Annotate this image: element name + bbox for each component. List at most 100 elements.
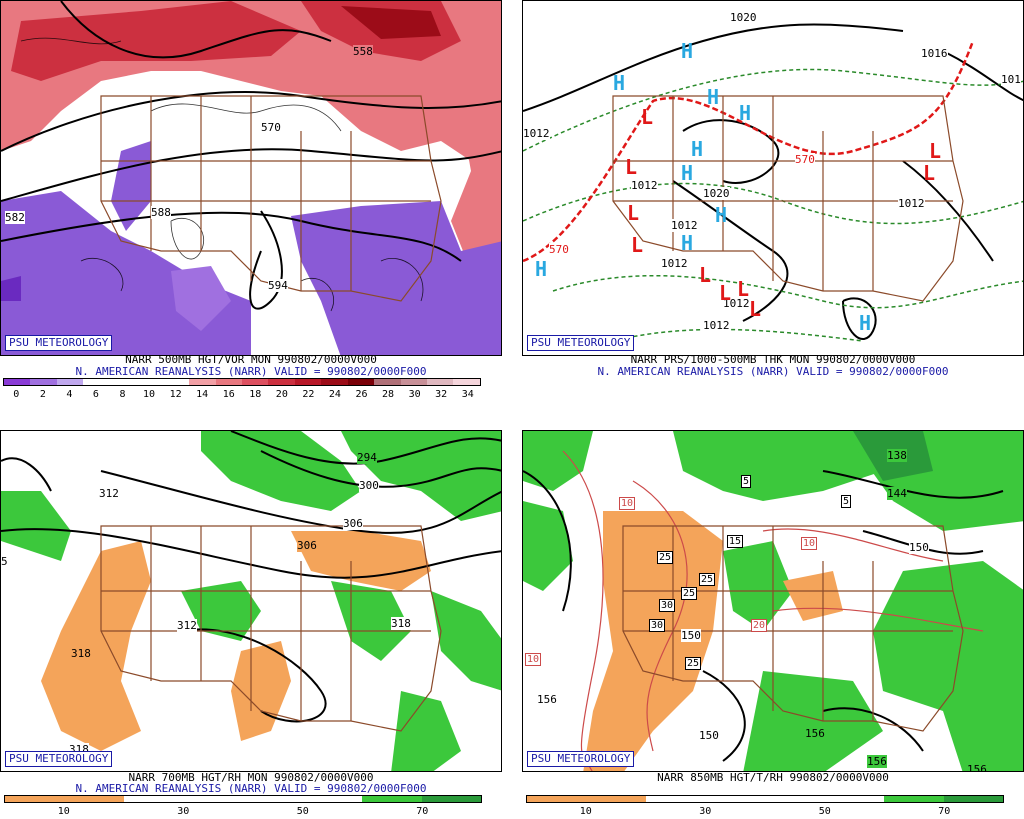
thickness-label: 570 bbox=[549, 243, 569, 256]
contour-label: 318 bbox=[71, 647, 91, 660]
contour-label: 156 bbox=[867, 755, 887, 768]
scale-swatch bbox=[64, 796, 124, 802]
contour-label: 156 bbox=[537, 693, 557, 706]
rh-green bbox=[743, 671, 883, 771]
scale-tick-label: 26 bbox=[355, 389, 368, 400]
rh-green bbox=[873, 561, 1023, 771]
rh-green bbox=[1, 491, 71, 561]
temp-label: 10 bbox=[619, 497, 636, 510]
contour-label: 150 bbox=[909, 541, 929, 554]
scale-swatch bbox=[400, 379, 427, 385]
low-pressure-icon: L bbox=[719, 281, 732, 305]
scale-tick-label: 34 bbox=[461, 389, 474, 400]
color-scale bbox=[3, 378, 481, 386]
high-pressure-icon: H bbox=[859, 311, 872, 335]
state-outlines bbox=[100, 95, 442, 302]
contour-label: 306 bbox=[343, 517, 363, 530]
contour-label: 588 bbox=[151, 206, 171, 219]
scale-swatch bbox=[646, 796, 706, 802]
low-pressure-icon: L bbox=[699, 263, 712, 287]
isobar-label: 101 bbox=[1001, 73, 1021, 86]
570-thickness-line bbox=[523, 40, 975, 263]
isobar-label: 1020 bbox=[703, 187, 730, 200]
caption-valid: N. AMERICAN REANALYSIS (NARR) VALID = 99… bbox=[75, 365, 427, 378]
thickness-label: 570 bbox=[795, 153, 815, 166]
scale-swatch bbox=[183, 796, 243, 802]
scale-swatch bbox=[527, 796, 587, 802]
pressure-map bbox=[523, 23, 1023, 342]
scale-tick-label: 10 bbox=[143, 389, 156, 400]
contour-label: 312 bbox=[177, 619, 197, 632]
scale-swatch bbox=[427, 379, 454, 385]
vort-purple-mex bbox=[171, 266, 231, 331]
brand-badge: PSU METEOROLOGY bbox=[527, 335, 635, 351]
temp-label: 5 bbox=[841, 495, 852, 508]
color-scale bbox=[526, 795, 1004, 803]
map-frame: 294 300 306 312 312 318 318 318 306 5 PS… bbox=[0, 430, 502, 772]
rh-map bbox=[1, 431, 501, 771]
scale-swatch bbox=[162, 379, 190, 385]
scale-tick-label: 30 bbox=[408, 389, 421, 400]
rh-orange bbox=[783, 571, 843, 621]
high-pressure-icon: H bbox=[691, 137, 704, 161]
high-pressure-icon: H bbox=[707, 85, 720, 109]
contour-label: 156 bbox=[805, 727, 825, 740]
low-pressure-icon: L bbox=[627, 201, 640, 225]
temp-label: 25 bbox=[657, 551, 674, 564]
panel-500mb-vorticity: 558 582 570 588 594 PSU METEOROLOGY NARR… bbox=[0, 0, 502, 405]
low-pressure-icon: L bbox=[749, 297, 762, 321]
temp-label: 25 bbox=[685, 657, 702, 670]
scale-swatch bbox=[347, 379, 375, 385]
scale-swatch bbox=[824, 796, 884, 802]
scale-tick-label: 4 bbox=[66, 389, 73, 400]
vort-purple-se bbox=[291, 201, 501, 355]
height-contours bbox=[1, 1, 501, 310]
rh-green bbox=[523, 501, 573, 591]
isobar-label: 1020 bbox=[730, 11, 757, 24]
scale-tick-label: 30 bbox=[699, 806, 712, 817]
caption-title: NARR PRS/1000-500MB THK MON 990802/0000V… bbox=[630, 353, 916, 366]
contour-label: 312 bbox=[99, 487, 119, 500]
scale-tick-label: 10 bbox=[579, 806, 592, 817]
scale-swatch bbox=[453, 379, 480, 385]
scale-tick-label: 2 bbox=[39, 389, 46, 400]
caption-title: NARR 700MB HGT/RH MON 990802/0000V000 bbox=[128, 771, 374, 784]
scale-swatch bbox=[4, 379, 31, 385]
rh-orange bbox=[41, 541, 151, 751]
high-pressure-icon: H bbox=[681, 39, 694, 63]
rh-orange bbox=[291, 531, 431, 591]
low-pressure-icon: L bbox=[923, 161, 936, 185]
temp-label: 5 bbox=[741, 475, 752, 488]
rh-green bbox=[341, 431, 501, 521]
scale-tick-label: 16 bbox=[222, 389, 235, 400]
height-contours bbox=[1, 431, 501, 723]
isobar-label: 1012 bbox=[631, 179, 658, 192]
contour-label: 138 bbox=[887, 449, 907, 462]
low-pressure-icon: L bbox=[625, 155, 638, 179]
scale-swatch bbox=[136, 379, 163, 385]
scale-swatch bbox=[109, 379, 137, 385]
scale-ticks: 0 2 4 6 8 10 12 14 16 18 20 22 24 26 28 30 32 34 bbox=[3, 389, 481, 401]
scale-swatch bbox=[30, 379, 57, 385]
scale-tick-label: 20 bbox=[275, 389, 288, 400]
scale-swatch bbox=[294, 379, 322, 385]
scale-tick-label: 0 bbox=[13, 389, 20, 400]
scale-swatch bbox=[421, 796, 481, 802]
low-pressure-icon: L bbox=[641, 105, 654, 129]
scale-tick-label: 28 bbox=[382, 389, 395, 400]
map-frame: 138 144 150 150 156 156 156 156 150 5 5 … bbox=[522, 430, 1024, 772]
height-contours bbox=[523, 470, 1004, 762]
contour-label: 318 bbox=[391, 617, 411, 630]
contour-label: 144 bbox=[887, 487, 907, 500]
scale-swatch bbox=[302, 796, 362, 802]
contour-label: 156 bbox=[967, 763, 987, 771]
scale-swatch bbox=[765, 796, 825, 802]
scale-swatch bbox=[884, 796, 944, 802]
contour-label: 294 bbox=[357, 451, 377, 464]
low-pressure-icon: L bbox=[929, 139, 942, 163]
isobar-label: 1012 bbox=[703, 319, 730, 332]
contour-label: 150 bbox=[681, 629, 701, 642]
temp-label: 30 bbox=[659, 599, 676, 612]
state-outlines bbox=[100, 525, 442, 732]
scale-swatch bbox=[189, 379, 216, 385]
